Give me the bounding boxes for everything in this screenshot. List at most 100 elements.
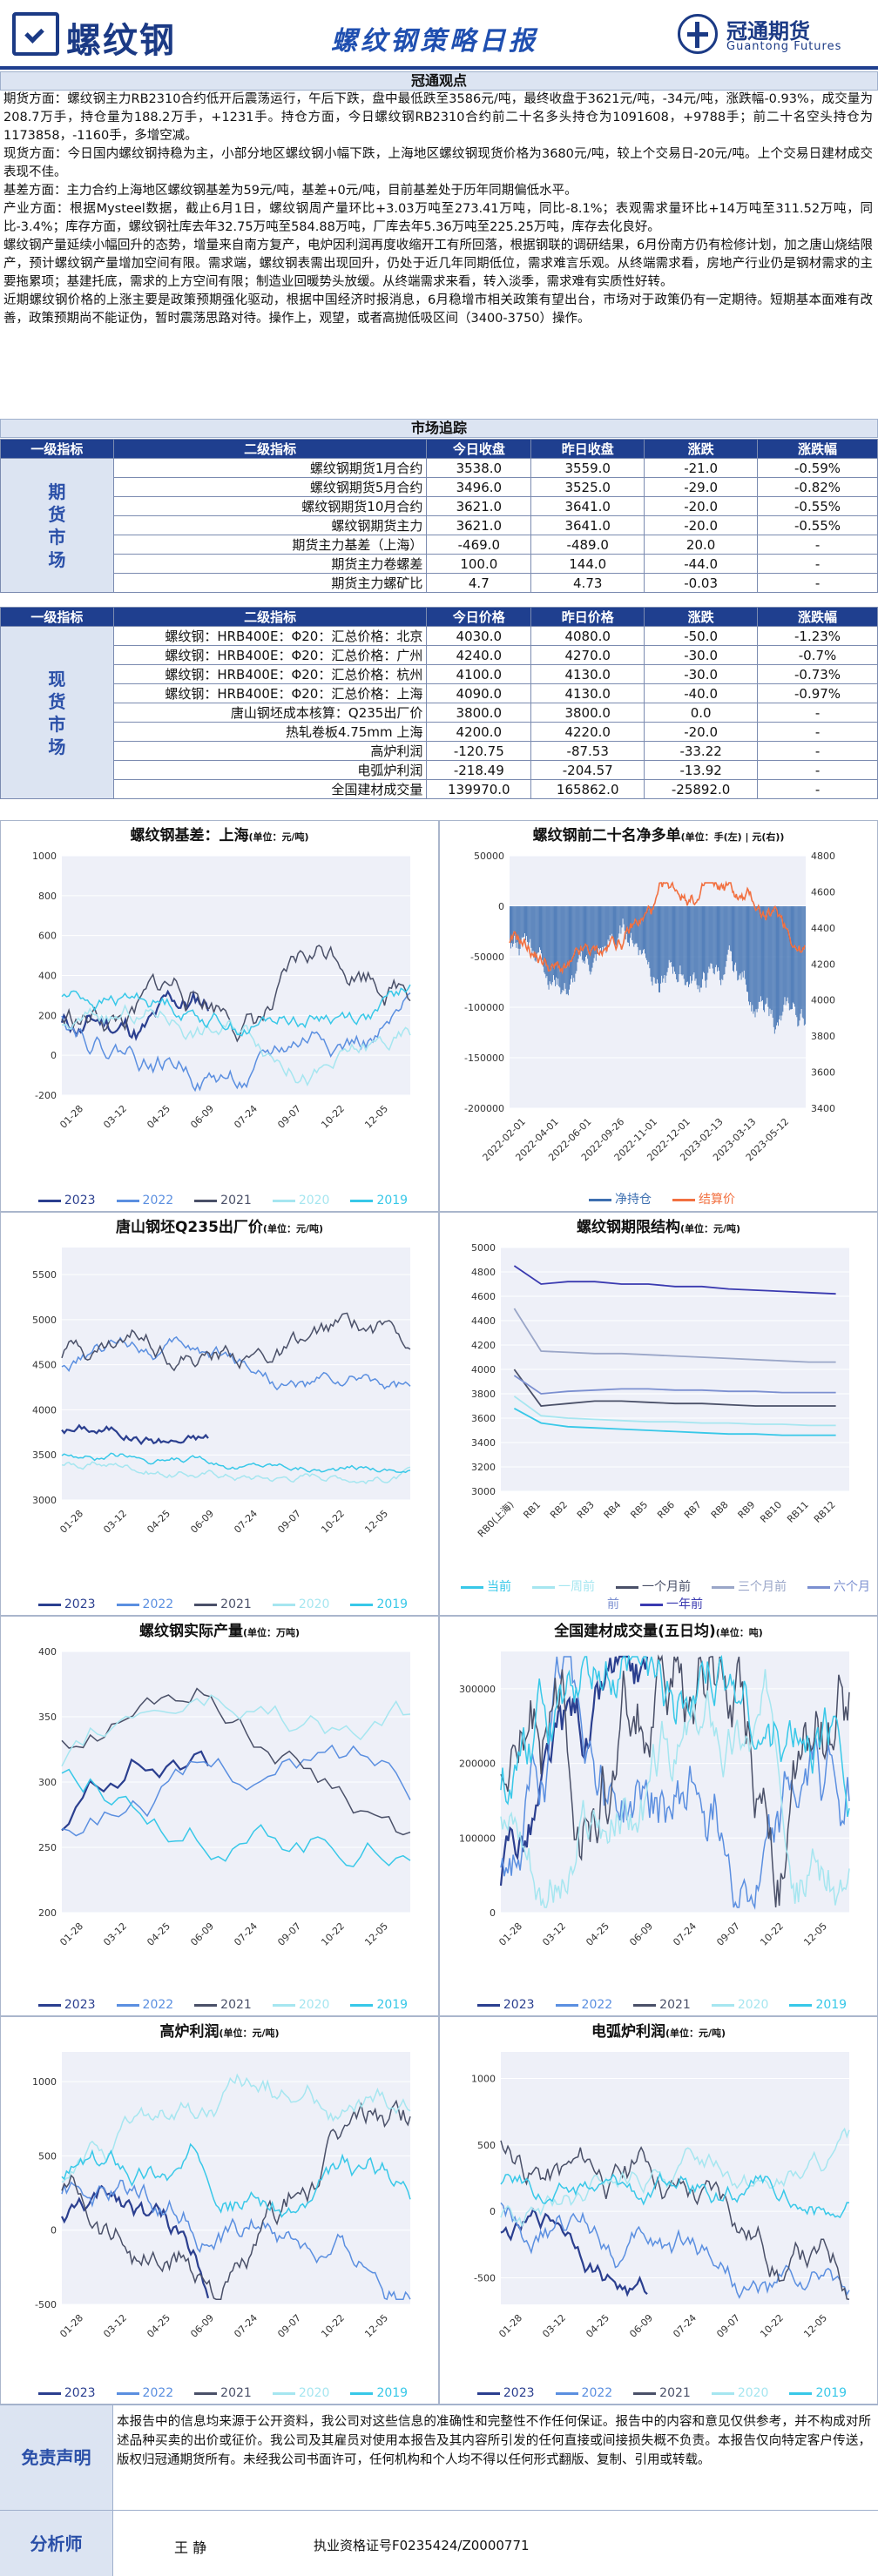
net-position-bar — [643, 906, 644, 951]
net-position-bar — [726, 906, 728, 955]
legend-swatch — [633, 2003, 657, 2007]
net-position-bar — [705, 906, 706, 981]
net-position-bar — [665, 906, 667, 976]
header-cell: 今日收盘 — [426, 439, 532, 459]
chart-title: 螺纹钢期限结构(单位：元/吨) — [576, 1219, 741, 1236]
y-tick-label: 0 — [490, 2206, 496, 2217]
table-cell: 3800.0 — [426, 703, 532, 723]
table-cell: 4090.0 — [426, 683, 532, 703]
table-cell: - — [757, 535, 878, 555]
legend-item: 2020 — [705, 2386, 768, 2400]
y-tick-label: 3000 — [32, 1495, 57, 1506]
net-position-bar — [623, 906, 625, 925]
net-position-bar — [754, 906, 756, 1018]
legend-item: 2021 — [187, 1597, 252, 1611]
net-position-bar — [537, 906, 538, 953]
net-position-bar — [666, 906, 668, 972]
x-tick-label: 12-05 — [362, 1508, 390, 1536]
chart-legend: 2023 2022 2021 2020 2019 — [1, 1194, 438, 1207]
net-position-bar — [741, 906, 743, 972]
legend-swatch — [555, 2003, 578, 2007]
net-position-bar — [633, 906, 635, 947]
table-row: 期货主力基差（上海） -469.0 -489.0 20.0- — [1, 535, 878, 555]
legend-label: 2023 — [503, 1998, 535, 2012]
legend-swatch — [633, 2391, 657, 2395]
net-position-bar — [578, 906, 580, 952]
chart-legend: 2023 2022 2021 2020 2019 — [440, 2386, 877, 2400]
table-cell: 20.0 — [644, 535, 759, 555]
x-tick-label: 03-12 — [101, 1508, 129, 1536]
net-position-bar — [743, 906, 745, 971]
net-position-bar — [645, 906, 647, 958]
x-tick-label: 09-07 — [714, 1920, 742, 1948]
net-position-bar — [601, 906, 603, 954]
chart-eaf-profit: 电弧炉利润(单位：元/吨) -500 0 500 1000 01-28 03-12 04-2… — [439, 2016, 878, 2404]
table-cell: 3641.0 — [530, 496, 645, 516]
x-tick-label: 12-05 — [362, 1920, 390, 1948]
legend-swatch — [37, 2003, 61, 2007]
term-curve-当前 — [513, 1408, 836, 1436]
x-tick-label: 06-09 — [627, 1920, 655, 1948]
net-position-bar — [722, 906, 724, 980]
y-tick-label: -50000 — [470, 952, 504, 963]
y-tick-label: 3000 — [471, 1486, 496, 1497]
net-position-bar — [697, 906, 699, 990]
net-position-bar — [792, 906, 793, 1010]
table-row: 期货主力卷螺差 100.0 144.0 -44.0- — [1, 554, 878, 574]
analyst-name: 王 静 — [174, 2539, 207, 2556]
series-line-2022 — [500, 2202, 850, 2299]
net-position-bar — [765, 906, 767, 1005]
net-position-bar — [636, 906, 638, 944]
term-curve-三个月前 — [513, 1308, 836, 1363]
net-position-bar — [595, 906, 597, 961]
net-position-bar — [800, 906, 802, 1009]
legend-label: 2023 — [64, 1597, 96, 1611]
analyst-cert: 执业资格证号F0235424/Z0000771 — [314, 2538, 530, 2553]
table-row: 螺纹钢期货10月合约 3621.0 3641.0 -20.0 -0.55% — [1, 496, 878, 516]
net-position-bar — [515, 906, 517, 944]
x-tick-label: RB2 — [548, 1499, 570, 1521]
net-position-bar — [541, 906, 542, 954]
legend-label: 2021 — [220, 1998, 252, 2012]
legend-swatch — [350, 2391, 374, 2395]
net-position-bar — [740, 906, 741, 974]
net-position-bar — [511, 906, 512, 944]
x-tick-label: 10-22 — [319, 1103, 347, 1131]
y-right-tick-label: 3400 — [811, 1103, 835, 1114]
x-tick-label: 04-25 — [145, 1103, 172, 1131]
net-position-bar — [710, 906, 712, 964]
legend-item: 2021 — [187, 2386, 252, 2400]
net-position-bar — [767, 906, 769, 1007]
net-position-bar — [713, 906, 715, 975]
x-tick-label: 12-05 — [801, 2312, 829, 2340]
table-cell: - — [757, 573, 878, 593]
legend-label: 2019 — [376, 1998, 409, 2012]
net-position-bar — [793, 906, 794, 1003]
y-tick-label: 4800 — [471, 1267, 496, 1278]
table-cell: 电弧炉利润 — [112, 760, 428, 780]
net-position-bar — [678, 906, 679, 982]
series-line-2019 — [500, 2171, 850, 2219]
net-position-bar — [545, 906, 547, 979]
legend-item: 2021 — [626, 1998, 691, 2012]
net-position-bar — [648, 906, 650, 962]
view-paragraph-industry: 产业方面：根据Mysteel数据，截止6月1日，螺纹钢周产量环比+3.03万吨至… — [3, 202, 873, 234]
net-position-bar — [590, 906, 591, 975]
y-tick-label: -500 — [35, 2299, 57, 2310]
net-position-bar — [738, 906, 740, 980]
table-cell: 螺纹钢：HRB400E：Φ20：汇总价格：杭州 — [112, 664, 428, 684]
y-tick-label: 500 — [477, 2140, 496, 2151]
legend-swatch — [272, 1603, 295, 1606]
table-cell: - — [757, 779, 878, 799]
net-position-bar — [796, 906, 798, 1018]
x-tick-label: 09-07 — [714, 2312, 742, 2340]
legend-item: 2022 — [110, 1998, 173, 2012]
net-position-bar — [679, 906, 681, 966]
x-tick-label: 07-24 — [232, 1508, 260, 1536]
x-tick-label: 12-05 — [362, 2312, 390, 2340]
view-paragraph-spot: 现货方面：今日国内螺纹钢持稳为主，小部分地区螺纹钢小幅下跌，上海地区螺纹钢现货价… — [3, 147, 873, 179]
net-position-bar — [641, 906, 643, 954]
table-cell: -13.92 — [644, 760, 759, 780]
y-tick-label: 400 — [38, 971, 57, 982]
net-position-bar — [591, 906, 593, 968]
